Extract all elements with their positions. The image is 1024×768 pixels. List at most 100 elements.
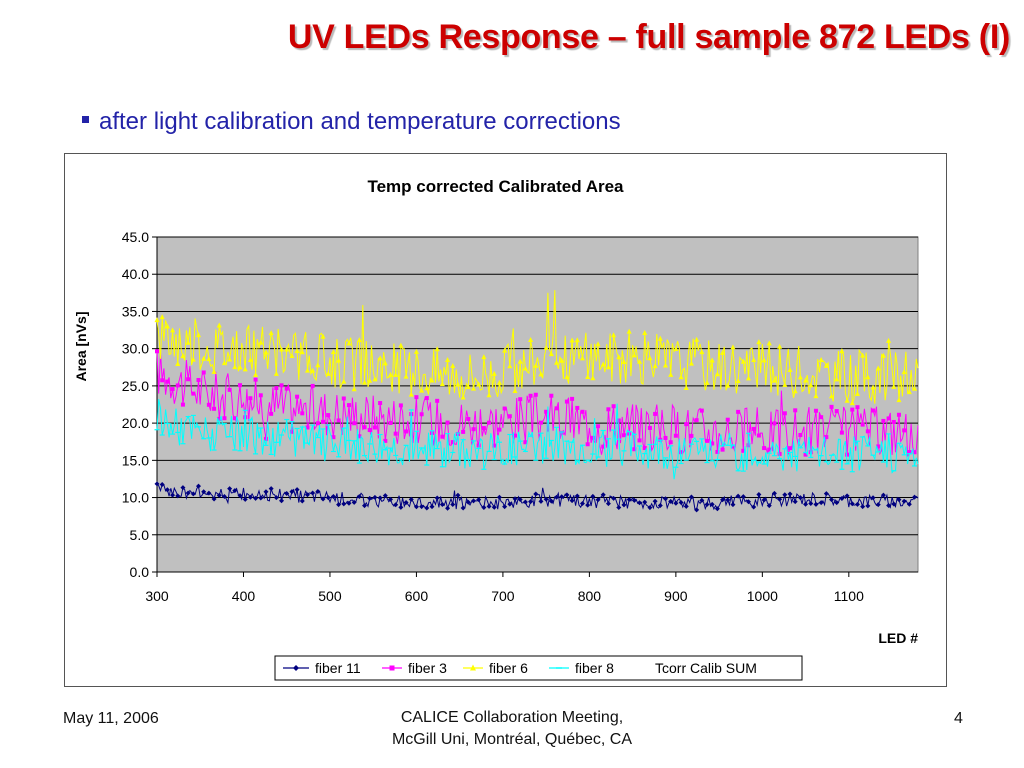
data-point <box>865 374 871 380</box>
data-point <box>341 396 346 401</box>
data-point <box>590 493 596 499</box>
data-point <box>834 500 840 506</box>
data-point <box>284 418 290 421</box>
y-tick-label: 40.0 <box>122 266 149 282</box>
data-point <box>331 435 336 440</box>
data-point <box>387 496 393 502</box>
data-point <box>227 436 233 438</box>
data-point <box>657 502 663 508</box>
data-point <box>196 483 202 489</box>
data-point <box>548 439 554 442</box>
data-point <box>206 490 212 496</box>
data-point <box>679 450 684 455</box>
data-point <box>860 422 865 427</box>
data-point <box>247 356 253 362</box>
data-point <box>710 441 715 446</box>
data-point <box>543 344 549 350</box>
footer-meeting: CALICE Collaboration Meeting, McGill Uni… <box>312 707 712 751</box>
data-point <box>273 441 279 443</box>
data-point <box>175 431 181 434</box>
data-point <box>813 501 819 507</box>
data-point <box>362 425 367 430</box>
data-point <box>398 403 403 408</box>
data-point <box>792 455 798 457</box>
data-point <box>611 332 617 338</box>
data-point <box>683 503 689 509</box>
data-point <box>585 374 591 380</box>
data-point <box>808 500 814 506</box>
data-point <box>818 455 824 457</box>
data-point <box>714 371 720 377</box>
data-point <box>642 453 648 455</box>
data-point <box>388 420 393 425</box>
data-point <box>714 506 720 512</box>
data-point <box>159 314 165 320</box>
data-point <box>704 502 710 508</box>
y-axis-label: Area [nVs] <box>73 311 89 381</box>
data-point <box>528 393 533 398</box>
data-point <box>803 377 809 383</box>
data-point <box>688 494 694 500</box>
data-point <box>164 422 170 425</box>
data-point <box>834 409 839 414</box>
data-point <box>221 360 227 366</box>
data-point <box>247 494 253 500</box>
data-point <box>637 358 643 364</box>
data-point <box>476 443 481 448</box>
y-tick-label: 10.0 <box>122 490 149 506</box>
data-point <box>699 408 704 413</box>
y-tick-label: 0.0 <box>130 564 150 580</box>
data-point <box>237 493 243 499</box>
data-point <box>865 445 871 447</box>
data-point <box>367 427 372 432</box>
data-point <box>668 371 674 377</box>
legend-label: fiber 11 <box>315 660 361 676</box>
data-point <box>616 354 622 360</box>
data-point <box>408 409 414 411</box>
data-point <box>279 498 285 504</box>
data-point <box>699 438 705 440</box>
data-point <box>751 356 757 362</box>
data-point <box>491 370 497 376</box>
data-point <box>860 352 866 358</box>
data-point <box>393 371 399 377</box>
data-point <box>512 388 518 394</box>
data-point <box>445 420 450 425</box>
legend <box>274 655 803 681</box>
data-point <box>559 357 565 363</box>
data-point <box>279 383 284 388</box>
data-point <box>725 417 730 422</box>
data-point <box>180 443 186 445</box>
data-point <box>736 409 741 414</box>
data-point <box>336 418 341 423</box>
data-point <box>544 409 549 414</box>
data-point <box>762 446 767 451</box>
data-point <box>735 470 741 472</box>
x-tick-label: 800 <box>578 588 602 604</box>
data-point <box>554 426 560 428</box>
data-point <box>445 433 451 435</box>
data-point <box>621 450 627 452</box>
data-point <box>367 495 373 501</box>
data-point <box>823 362 829 368</box>
data-point <box>844 397 850 403</box>
data-point <box>201 370 206 375</box>
data-point <box>522 499 528 505</box>
data-point <box>413 348 419 354</box>
data-point <box>647 505 653 511</box>
footer-meeting-line1: CALICE Collaboration Meeting, <box>400 709 624 726</box>
data-point <box>460 439 466 441</box>
data-point <box>621 358 627 364</box>
data-point <box>351 386 357 392</box>
data-point <box>492 443 497 448</box>
bullet-square-icon <box>82 116 89 124</box>
data-point <box>404 429 409 434</box>
data-point <box>631 497 637 503</box>
data-point <box>154 481 160 487</box>
data-point <box>403 500 409 506</box>
data-point <box>330 450 336 453</box>
data-point <box>367 443 373 445</box>
data-point <box>310 367 316 373</box>
data-point <box>637 438 642 443</box>
data-point <box>854 440 860 442</box>
